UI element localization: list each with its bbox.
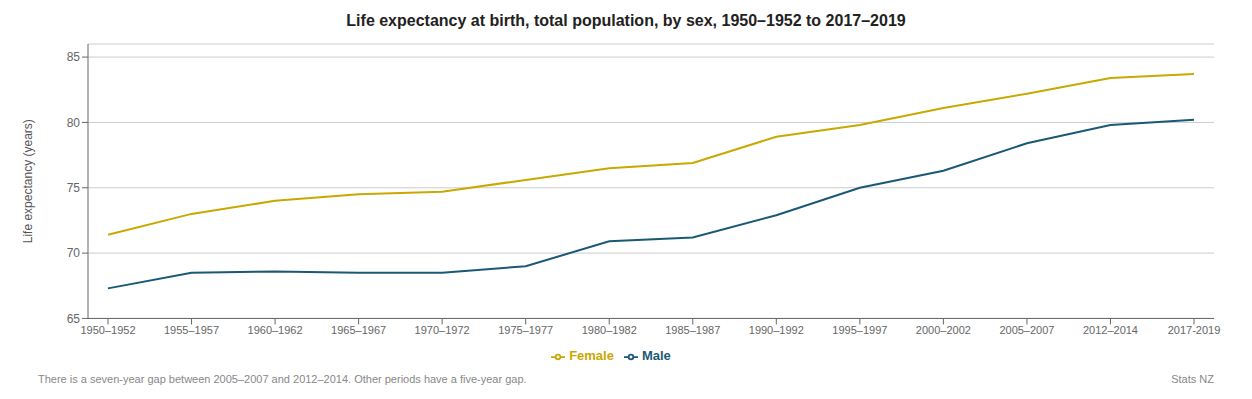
svg-text:1980–1982: 1980–1982 [582,324,637,336]
svg-text:1975–1977: 1975–1977 [498,324,553,336]
svg-text:1950–1952: 1950–1952 [80,324,135,336]
svg-text:80: 80 [67,116,81,130]
svg-text:1995–1997: 1995–1997 [832,324,887,336]
html-text:Male: Male [642,348,671,364]
svg-text:2017-2019: 2017-2019 [1168,324,1221,336]
svg-text:1960–1962: 1960–1962 [248,324,303,336]
svg-text:2005–2007: 2005–2007 [999,324,1054,336]
svg-text:2000–2002: 2000–2002 [916,324,971,336]
svg-text:Life expectancy (years): Life expectancy (years) [21,119,35,243]
html-text:Life expectancy at birth, tota: Life expectancy at birth, total populati… [346,12,906,29]
html-text:Female: Female [569,348,614,364]
svg-text:1970–1972: 1970–1972 [415,324,470,336]
svg-text:1955–1957: 1955–1957 [164,324,219,336]
svg-text:1990–1992: 1990–1992 [749,324,804,336]
html-text:Stats NZ: Stats NZ [1171,373,1214,385]
svg-text:85: 85 [67,50,81,64]
svg-text:65: 65 [67,312,81,326]
svg-text:2012–2014: 2012–2014 [1083,324,1138,336]
svg-text:1965–1967: 1965–1967 [331,324,386,336]
svg-text:70: 70 [67,246,81,260]
svg-text:1985–1987: 1985–1987 [665,324,720,336]
html-text:There is a seven-year gap betw: There is a seven-year gap between 2005–2… [38,373,527,385]
svg-text:75: 75 [67,181,81,195]
